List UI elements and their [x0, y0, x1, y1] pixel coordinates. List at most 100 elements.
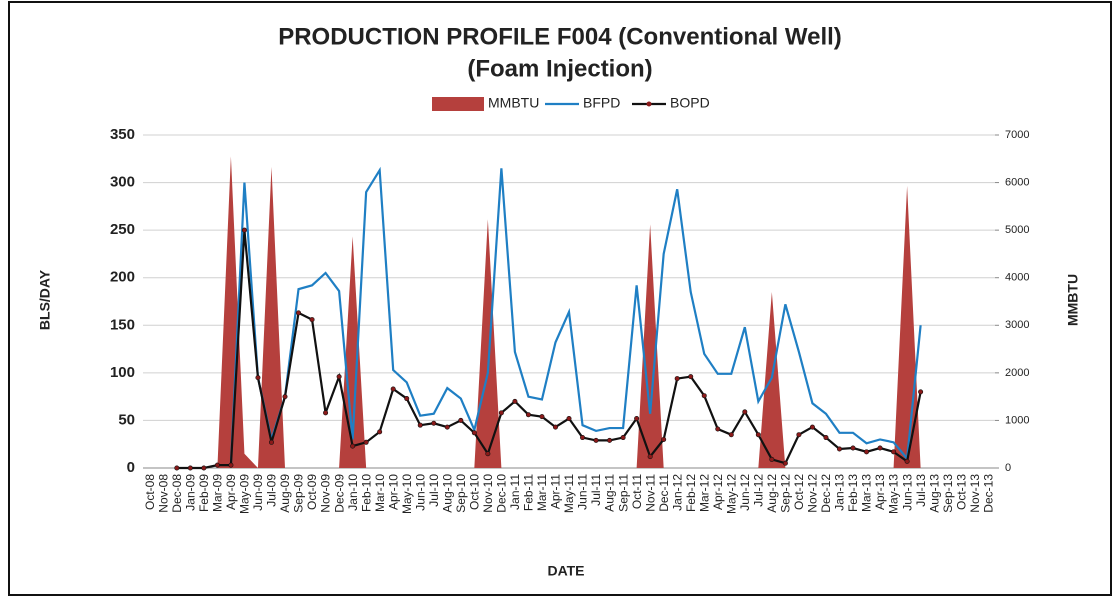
marker	[647, 454, 653, 460]
x-tick-label: Feb-09	[197, 474, 211, 512]
marker	[566, 416, 572, 422]
marker	[323, 410, 329, 416]
x-tick-label: Feb-11	[522, 474, 536, 511]
marker	[174, 465, 180, 471]
x-tick-label: Sep-10	[454, 474, 468, 513]
x-tick-label: Sep-13	[941, 474, 955, 513]
y2-tick-label: 6000	[1005, 176, 1029, 188]
marker	[187, 465, 193, 471]
marker	[688, 374, 694, 380]
marker	[444, 424, 450, 430]
marker	[674, 376, 680, 382]
y2-tick-label: 3000	[1005, 319, 1029, 331]
x-tick-label: May-11	[562, 474, 576, 513]
marker	[309, 317, 315, 323]
x-tick-label: Apr-12	[711, 474, 725, 510]
x-tick-label: May-12	[724, 474, 738, 514]
marker	[512, 398, 518, 404]
y-tick-label: 200	[110, 269, 135, 286]
x-tick-label: Apr-11	[549, 474, 563, 509]
x-axis-title: DATE	[547, 563, 584, 579]
x-tick-label: Feb-13	[846, 474, 860, 512]
x-tick-label: Oct-12	[792, 474, 806, 510]
marker	[431, 420, 437, 426]
marker	[891, 449, 897, 455]
marker	[296, 310, 302, 316]
x-tick-label: May-13	[887, 474, 901, 514]
y-tick-label: 150	[110, 316, 135, 333]
marker	[539, 414, 545, 420]
marker	[485, 451, 491, 457]
y2-tick-label: 7000	[1005, 129, 1029, 141]
y-tick-label: 50	[118, 411, 135, 428]
x-tick-label: Nov-09	[319, 474, 333, 513]
x-tick-label: Mar-11	[535, 474, 549, 511]
y-axis-title: BLS/DAY	[37, 269, 53, 330]
x-tick-label: Jun-12	[738, 474, 752, 511]
x-tick-label: Nov-12	[806, 474, 820, 513]
marker	[593, 437, 599, 443]
x-tick-label: Jul-10	[427, 474, 441, 507]
x-tick-label: Sep-11	[616, 474, 630, 512]
y2-tick-label: 4000	[1005, 272, 1029, 284]
y2-tick-label: 0	[1005, 462, 1011, 474]
marker	[755, 432, 761, 438]
marker	[728, 432, 734, 438]
x-tick-label: Apr-09	[224, 474, 238, 510]
legend-label: MMBTU	[488, 95, 539, 111]
x-tick-label: Sep-09	[292, 474, 306, 513]
x-tick-label: Nov-08	[156, 474, 170, 513]
x-tick-label: Dec-12	[819, 474, 833, 513]
x-tick-label: Jan-12	[670, 474, 684, 511]
x-tick-label: Nov-13	[968, 474, 982, 513]
x-tick-label: Nov-10	[481, 474, 495, 513]
legend-label: BOPD	[670, 95, 710, 111]
x-tick-label: Jul-11	[589, 474, 603, 506]
marker	[350, 443, 356, 449]
x-tick-label: Feb-10	[359, 474, 373, 512]
x-tick-label: Nov-11	[643, 474, 657, 512]
x-tick-label: Aug-11	[603, 474, 617, 512]
chart-title: PRODUCTION PROFILE F004 (Conventional We…	[278, 23, 842, 50]
x-tick-label: Oct-08	[143, 474, 157, 510]
marker	[417, 422, 423, 428]
marker	[363, 439, 369, 445]
x-tick-label: Dec-10	[495, 474, 509, 513]
marker	[228, 462, 234, 468]
x-tick-label: Jun-11	[576, 474, 590, 510]
marker	[552, 424, 558, 430]
x-tick-label: Oct-10	[468, 474, 482, 510]
y-tick-label: 100	[110, 364, 135, 381]
marker	[390, 386, 396, 392]
x-tick-label: Dec-08	[170, 474, 184, 513]
area	[176, 156, 921, 468]
x-tick-label: Feb-12	[684, 474, 698, 512]
x-tick-label: Jul-12	[752, 474, 766, 507]
x-tick-label: May-09	[238, 474, 252, 514]
marker	[823, 435, 829, 441]
x-tick-label: Mar-12	[697, 474, 711, 512]
chart-frame	[8, 1, 1112, 596]
marker	[377, 429, 383, 435]
x-tick-label: Mar-10	[373, 474, 387, 512]
marker	[782, 460, 788, 466]
chart-title: (Foam Injection)	[467, 55, 652, 82]
y-tick-label: 0	[127, 459, 135, 476]
marker	[458, 417, 464, 423]
x-tick-label: Mar-09	[211, 474, 225, 512]
line	[229, 166, 922, 466]
marker	[580, 435, 586, 441]
x-tick-label: Dec-13	[981, 474, 995, 513]
marker	[769, 456, 775, 462]
x-tick-label: Aug-10	[440, 474, 454, 513]
y-tick-label: 350	[110, 126, 135, 143]
x-tick-label: Jan-13	[833, 474, 847, 511]
marker	[864, 449, 870, 455]
marker	[268, 439, 274, 445]
marker	[607, 437, 613, 443]
legend-marker	[646, 101, 652, 107]
marker	[620, 435, 626, 441]
x-tick-label: Jun-09	[251, 474, 265, 511]
x-tick-label: Oct-09	[305, 474, 319, 510]
